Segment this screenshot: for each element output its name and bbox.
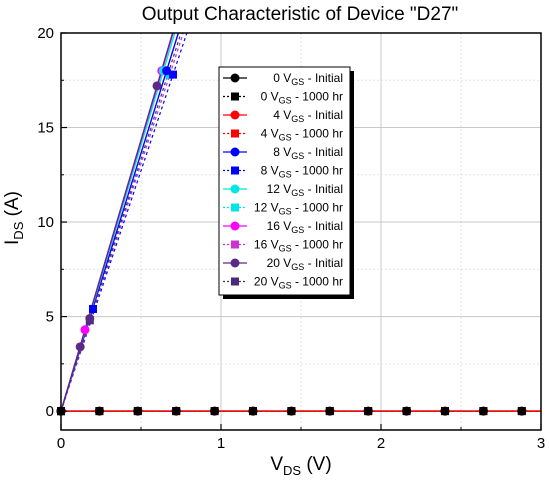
- legend-label: 8 VGS - Initial: [273, 145, 343, 161]
- data-point: [85, 313, 95, 323]
- x-tick-label: 3: [537, 435, 545, 452]
- data-point: [169, 70, 177, 79]
- data-point: [363, 406, 373, 416]
- x-tick-label: 2: [377, 435, 385, 452]
- legend-marker: [230, 73, 240, 83]
- x-axis-title: VDS (V): [270, 454, 331, 478]
- legend-label: 4 VGS - 1000 hr: [261, 127, 343, 143]
- legend-label: 0 VGS - Initial: [273, 71, 343, 87]
- data-point: [80, 325, 90, 335]
- legend-marker: [231, 166, 239, 175]
- legend-label: 12 VGS - Initial: [267, 182, 343, 198]
- legend-entry: 20 VGS - Initial: [223, 256, 343, 272]
- y-tick-label: 10: [37, 214, 54, 231]
- data-point: [75, 342, 85, 352]
- legend: 0 VGS - Initial 0 VGS - 1000 hr 4 VGS - In…: [218, 66, 354, 299]
- axis-ticks: 0 1 2 3 0 5 10 15 20: [37, 25, 545, 452]
- legend-entry: 20 VGS - 1000 hr: [223, 275, 343, 291]
- legend-marker: [231, 92, 239, 101]
- data-point: [152, 81, 162, 91]
- data-point: [478, 406, 488, 416]
- legend-label: 16 VGS - Initial: [267, 219, 343, 235]
- data-point: [133, 406, 143, 416]
- legend-box: [218, 66, 351, 296]
- chart-title: Output Characteristic of Device "D27": [142, 4, 459, 25]
- data-point: [89, 305, 97, 314]
- legend-entry: 0 VGS - 1000 hr: [223, 90, 343, 106]
- legend-entry: 8 VGS - Initial: [223, 145, 343, 161]
- legend-marker: [230, 147, 240, 157]
- data-point: [286, 406, 296, 416]
- data-point: [402, 406, 412, 416]
- legend-marker: [231, 240, 239, 249]
- data-point: [440, 406, 450, 416]
- data-point: [325, 406, 335, 416]
- legend-marker: [230, 184, 240, 194]
- svg-text:IDS (A): IDS (A): [2, 191, 26, 245]
- legend-marker: [230, 110, 240, 120]
- data-point: [210, 406, 220, 416]
- legend-label: 20 VGS - Initial: [267, 256, 343, 272]
- legend-label: 8 VGS - 1000 hr: [261, 164, 343, 180]
- y-tick-label: 20: [37, 25, 54, 42]
- legend-label: 0 VGS - 1000 hr: [261, 90, 343, 106]
- legend-marker: [231, 129, 239, 138]
- legend-label: 4 VGS - Initial: [273, 108, 343, 124]
- legend-entry: 12 VGS - Initial: [223, 182, 343, 198]
- legend-entry: 16 VGS - 1000 hr: [223, 238, 343, 254]
- legend-marker: [230, 258, 240, 268]
- legend-entry: 16 VGS - Initial: [223, 219, 343, 235]
- legend-entry: 4 VGS - 1000 hr: [223, 127, 343, 143]
- x-tick-label: 1: [217, 435, 225, 452]
- legend-entry: 8 VGS - 1000 hr: [223, 164, 343, 180]
- x-tick-label: 0: [57, 435, 65, 452]
- y-tick-label: 0: [46, 403, 54, 420]
- legend-entry: 4 VGS - Initial: [223, 108, 343, 124]
- legend-label: 20 VGS - 1000 hr: [254, 275, 343, 291]
- legend-marker: [231, 203, 239, 212]
- legend-label: 12 VGS - 1000 hr: [254, 201, 343, 217]
- legend-label: 16 VGS - 1000 hr: [254, 238, 343, 254]
- legend-entry: 0 VGS - Initial: [223, 71, 343, 87]
- data-point: [162, 66, 172, 76]
- legend-marker: [231, 277, 239, 286]
- legend-marker: [230, 221, 240, 231]
- data-point: [248, 406, 258, 416]
- data-point: [94, 406, 104, 416]
- y-tick-label: 5: [46, 309, 54, 326]
- data-point: [171, 406, 181, 416]
- y-axis-title: IDS (A): [2, 191, 26, 245]
- data-point: [517, 406, 527, 416]
- legend-entry: 12 VGS - 1000 hr: [223, 201, 343, 217]
- y-tick-label: 15: [37, 120, 54, 137]
